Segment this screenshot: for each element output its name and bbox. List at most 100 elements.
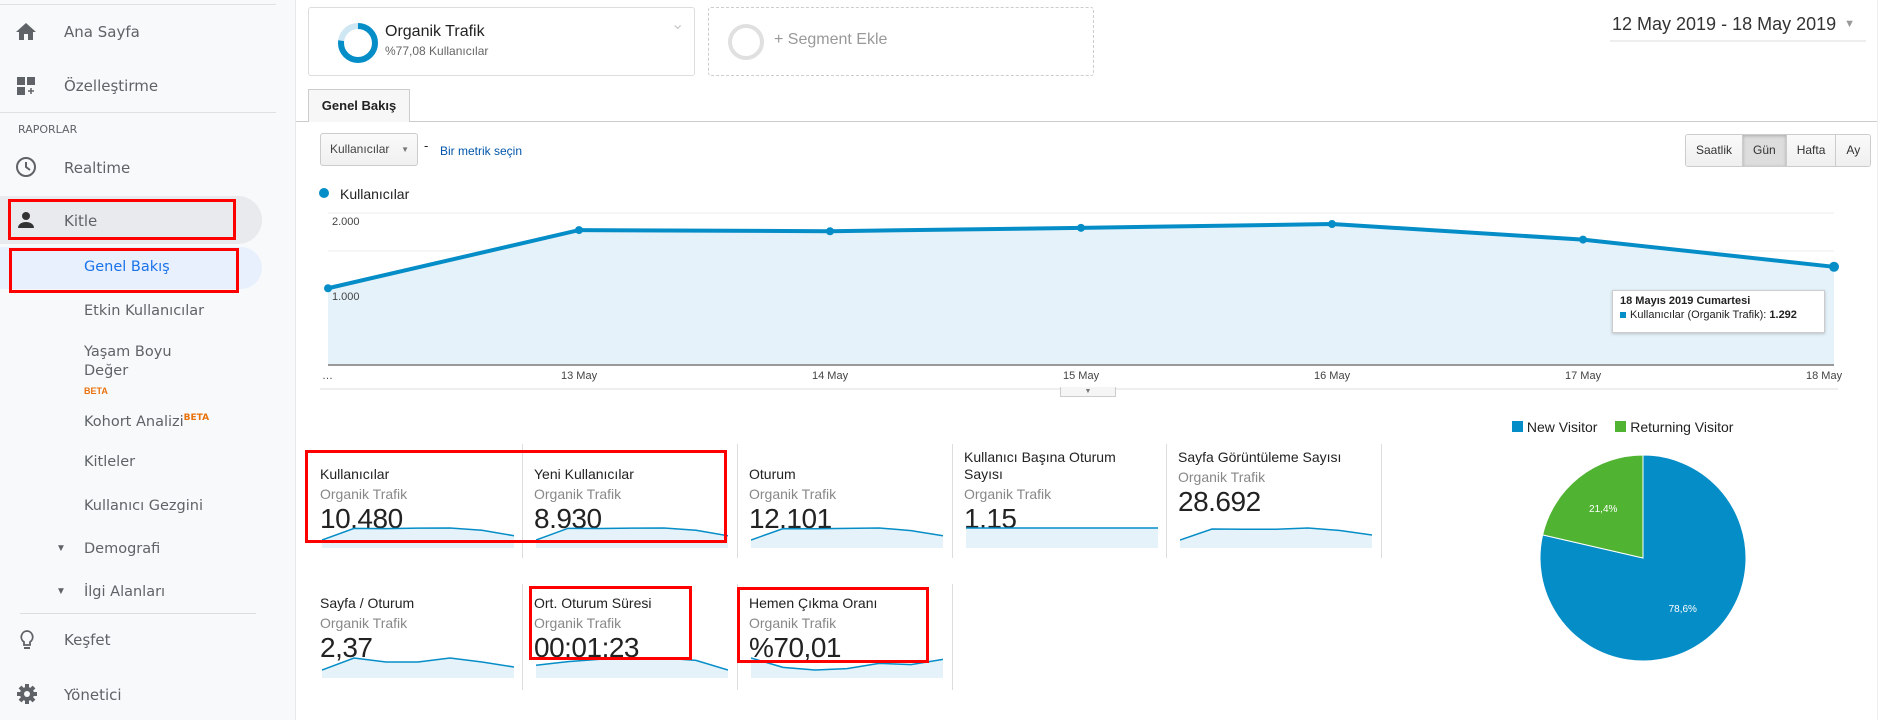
sparkline (751, 657, 943, 678)
metric-card[interactable]: Kullanıcı Başına Oturum Sayısı Organik Tr… (964, 449, 1164, 535)
lightbulb-icon (20, 630, 34, 649)
chevron-down-icon[interactable]: ⌄ (671, 16, 685, 33)
metric-title: Hemen Çıkma Oranı (749, 595, 878, 611)
metric-title: Yeni Kullanıcılar (534, 466, 634, 482)
select-metric-link[interactable]: Bir metrik seçin (440, 144, 523, 158)
sidebar: Ana Sayfa Özelleştirme RAPORLAR Realtime… (0, 0, 296, 720)
divider (737, 584, 738, 690)
caret-down-icon: ▼ (401, 145, 409, 154)
divider (522, 444, 523, 558)
metric-value: 2,37 (320, 632, 373, 663)
x-tick-label: 15 May (1063, 370, 1100, 382)
granularity-month-button[interactable]: Ay (1836, 135, 1871, 166)
legend-swatch (1615, 421, 1627, 432)
divider (20, 613, 256, 614)
sparkline (966, 527, 1158, 548)
metric-title: Sayfa Görüntüleme Sayısı (1178, 449, 1342, 465)
metric-title: Sayfa / Oturum (320, 595, 415, 611)
sidebar-item-label: Ana Sayfa (64, 23, 140, 41)
segment-detail: %77,08 Kullanıcılar (385, 44, 489, 58)
x-tick-label: 18 May (1806, 370, 1843, 382)
sidebar-item-cohort[interactable]: Kohort AnaliziBETA (84, 413, 209, 430)
metric-card[interactable]: Sayfa Görüntüleme Sayısı Organik Trafik 28… (1178, 449, 1378, 518)
beta-badge: BETA (84, 386, 108, 396)
data-point[interactable] (1328, 220, 1336, 229)
tab-overview[interactable]: Genel Bakış (308, 89, 410, 122)
granularity-week-button[interactable]: Hafta (1786, 135, 1837, 166)
x-tick-label: … (322, 370, 333, 382)
sparkline (1180, 527, 1372, 548)
tooltip-value: 1.292 (1769, 309, 1797, 321)
pie-slice[interactable] (1539, 454, 1747, 662)
caret-down-icon: ▼ (56, 586, 66, 597)
legend-dot (319, 188, 329, 198)
tab-divider (296, 121, 1878, 122)
chart-collapse-handle[interactable]: ▼ (1060, 387, 1116, 397)
metric-card[interactable]: Sayfa / Oturum Organik Trafik 2,37 (320, 595, 520, 664)
data-point[interactable] (826, 227, 834, 236)
y-tick-label: 2.000 (332, 216, 360, 228)
sparkline (536, 657, 728, 678)
chart-tooltip: 18 Mayıs 2019 Cumartesi Kullanıcılar (Or… (1612, 290, 1825, 333)
sidebar-item-label: Demografi (84, 541, 161, 557)
data-point[interactable] (1077, 223, 1085, 232)
metric-card[interactable]: Hemen Çıkma Oranı Organik Trafik %70,01 (749, 595, 949, 664)
sidebar-item-active-users[interactable]: Etkin Kullanıcılar (84, 303, 205, 319)
divider (952, 584, 953, 690)
section-header: RAPORLAR (18, 123, 78, 136)
metric-value: %70,01 (749, 632, 841, 663)
metric-dropdown[interactable]: Kullanıcılar ▼ (320, 133, 418, 166)
legend-label: Returning Visitor (1630, 419, 1734, 435)
data-point[interactable] (1829, 261, 1839, 272)
sidebar-item-overview[interactable]: Genel Bakış (0, 247, 262, 289)
metric-segment: Organik Trafik (749, 486, 837, 502)
person-icon (18, 212, 34, 228)
segment-card[interactable]: Organik Trafik %77,08 Kullanıcılar ⌄ (308, 7, 695, 76)
sidebar-item-label: Kohort Analizi (84, 413, 184, 430)
users-line-chart[interactable] (296, 200, 1878, 400)
sidebar-item-user-explorer[interactable]: Kullanıcı Gezgini (84, 498, 203, 514)
separator: - (424, 138, 429, 153)
series-marker (1620, 312, 1626, 318)
metric-segment: Organik Trafik (534, 486, 622, 502)
date-range-picker[interactable]: 12 May 2019 - 18 May 2019 ▼ (1610, 8, 1866, 42)
sidebar-item-label: Keşfet (64, 631, 111, 649)
sparkline (751, 527, 943, 548)
home-icon (16, 23, 36, 40)
beta-badge: BETA (183, 413, 210, 423)
sidebar-item-label: Değer (84, 363, 129, 379)
caret-down-icon: ▼ (56, 543, 66, 554)
sidebar-item-label: Yaşam Boyu (84, 344, 172, 360)
dashboard-add-icon (17, 77, 35, 95)
pie-slice[interactable] (1542, 454, 1644, 559)
sidebar-item-label: İlgi Alanları (84, 584, 166, 600)
sidebar-item-label: Kitle (64, 212, 98, 230)
metric-segment: Organik Trafik (1178, 469, 1266, 485)
x-tick-label: 17 May (1565, 370, 1602, 382)
data-point[interactable] (324, 284, 332, 293)
tooltip-series: Kullanıcılar (Organik Trafik): (1630, 309, 1767, 321)
metric-segment: Organik Trafik (320, 615, 408, 631)
tooltip-title: 18 Mayıs 2019 Cumartesi (1620, 295, 1751, 307)
area-fill (328, 224, 1834, 365)
legend-label: New Visitor (1526, 419, 1598, 435)
data-point[interactable] (575, 226, 583, 235)
add-segment-button[interactable]: + Segment Ekle (708, 7, 1094, 76)
divider (1877, 0, 1878, 720)
divider (0, 4, 276, 5)
granularity-hourly-button[interactable]: Saatlik (1686, 135, 1744, 166)
pie-legend: New Visitor Returning Visitor (1512, 419, 1733, 435)
metric-title: Kullanıcılar (320, 466, 390, 482)
data-point[interactable] (1579, 235, 1587, 244)
divider (522, 584, 523, 690)
segment-name: Organik Trafik (385, 23, 485, 40)
date-range-label: 12 May 2019 - 18 May 2019 (1612, 13, 1837, 34)
add-segment-label: + Segment Ekle (774, 31, 888, 48)
sidebar-item-audience[interactable]: Kitle (0, 196, 262, 244)
gear-icon (17, 684, 37, 704)
visitor-pie-chart[interactable]: 78,6% 21,4% (1530, 445, 1760, 675)
sidebar-item-audiences[interactable]: Kitleler (84, 454, 136, 470)
legend-swatch (1512, 421, 1523, 432)
chart-legend-label: Kullanıcılar (340, 186, 410, 202)
granularity-day-button[interactable]: Gün (1743, 135, 1787, 166)
